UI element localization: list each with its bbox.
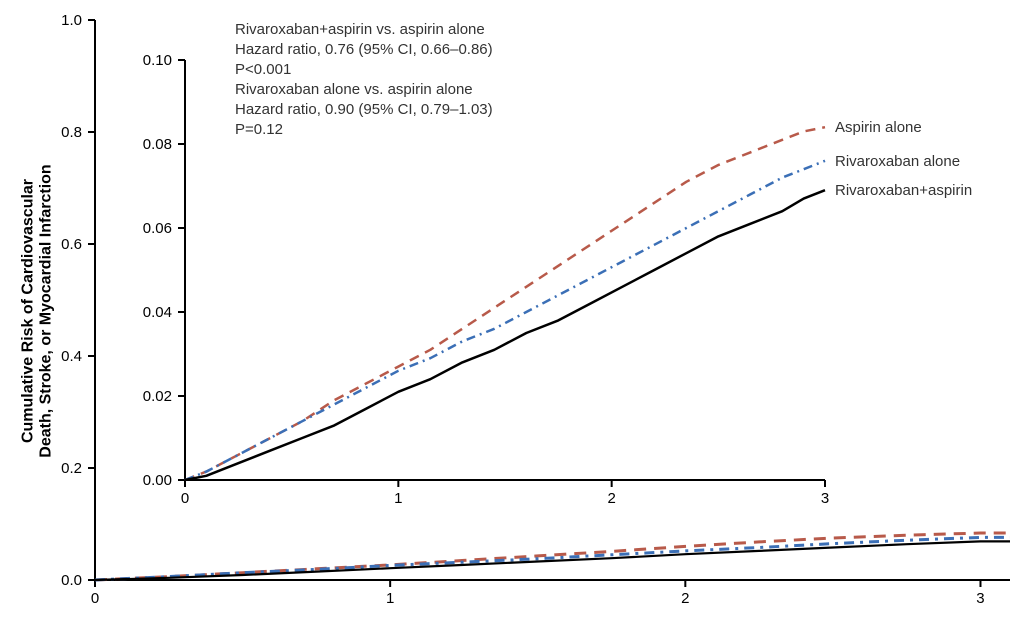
svg-text:0: 0 xyxy=(91,590,99,607)
svg-text:0.2: 0.2 xyxy=(61,460,82,477)
svg-text:Rivaroxaban+aspirin vs. aspiri: Rivaroxaban+aspirin vs. aspirin alone xyxy=(235,21,485,38)
y-axis-label: Cumulative Risk of Cardiovascular Death,… xyxy=(19,164,55,457)
svg-text:0.06: 0.06 xyxy=(143,220,172,237)
km-chart: Cumulative Risk of Cardiovascular Death,… xyxy=(0,0,1024,621)
svg-text:1: 1 xyxy=(394,490,402,507)
svg-text:1.0: 1.0 xyxy=(61,12,82,29)
svg-text:1: 1 xyxy=(386,590,394,607)
svg-text:2: 2 xyxy=(681,590,689,607)
svg-text:0: 0 xyxy=(181,490,189,507)
svg-text:0.6: 0.6 xyxy=(61,236,82,253)
svg-text:P<0.001: P<0.001 xyxy=(235,61,291,78)
svg-text:0.4: 0.4 xyxy=(61,348,82,365)
svg-text:2: 2 xyxy=(607,490,615,507)
svg-text:0.02: 0.02 xyxy=(143,388,172,405)
svg-text:Hazard ratio, 0.76 (95% CI, 0.: Hazard ratio, 0.76 (95% CI, 0.66–0.86) xyxy=(235,41,493,58)
svg-text:Rivaroxaban+aspirin: Rivaroxaban+aspirin xyxy=(835,182,972,199)
svg-text:0.00: 0.00 xyxy=(143,472,172,489)
svg-text:0.0: 0.0 xyxy=(61,572,82,589)
svg-text:0.08: 0.08 xyxy=(143,136,172,153)
svg-text:3: 3 xyxy=(976,590,984,607)
chart-svg: 0.0 0.2 0.4 0.6 0.8 1.0 0 1 2 3 0.00 0.02 0.04 0.06 0.… xyxy=(0,0,1024,621)
svg-text:0.04: 0.04 xyxy=(143,304,172,321)
svg-text:0.10: 0.10 xyxy=(143,52,172,69)
svg-text:Aspirin alone: Aspirin alone xyxy=(835,119,922,136)
svg-text:Hazard ratio, 0.90 (95% CI, 0.: Hazard ratio, 0.90 (95% CI, 0.79–1.03) xyxy=(235,101,493,118)
svg-text:Rivaroxaban alone vs. aspirin: Rivaroxaban alone vs. aspirin alone xyxy=(235,81,473,98)
svg-text:3: 3 xyxy=(821,490,829,507)
svg-text:P=0.12: P=0.12 xyxy=(235,121,283,138)
svg-text:Rivaroxaban alone: Rivaroxaban alone xyxy=(835,153,960,170)
svg-text:0.8: 0.8 xyxy=(61,124,82,141)
